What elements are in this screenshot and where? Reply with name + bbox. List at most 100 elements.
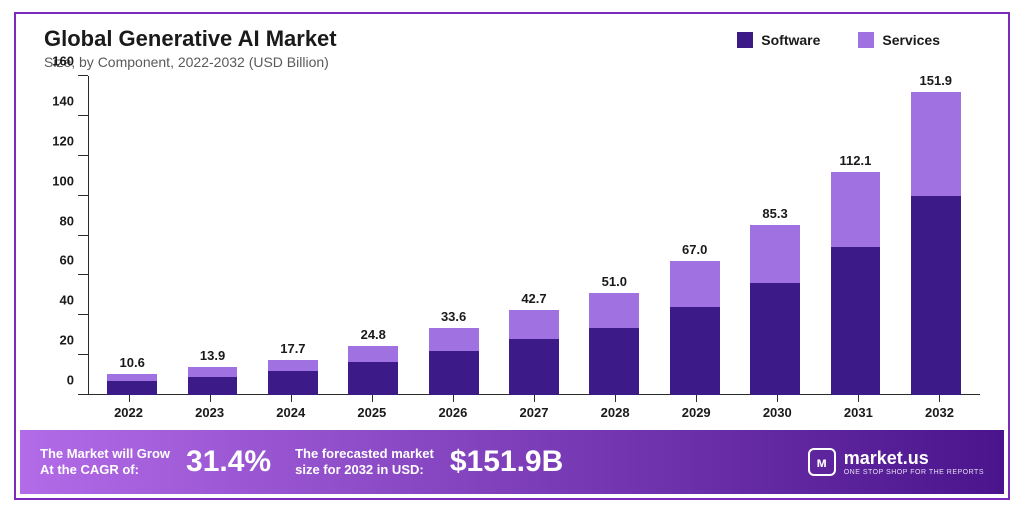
y-tick-label: 100 [52, 173, 88, 188]
bar-total-label: 10.6 [120, 355, 145, 370]
x-tick-label: 2024 [250, 405, 331, 420]
bar-segment-software [268, 371, 318, 395]
y-tick [78, 235, 88, 236]
x-tick [615, 395, 616, 402]
bar-slot: 67.0 [655, 242, 735, 395]
legend: Software Services [737, 32, 940, 48]
y-tick-label: 0 [67, 373, 88, 388]
bar-segment-services [509, 310, 559, 339]
bar-slot: 112.1 [815, 153, 895, 395]
x-tick-label: 2025 [331, 405, 412, 420]
bar-slot: 151.9 [896, 73, 976, 395]
x-tick-label: 2023 [169, 405, 250, 420]
x-tick [534, 395, 535, 402]
y-tick [78, 394, 88, 395]
x-tick-label: 2026 [412, 405, 493, 420]
forecast-value: $151.9B [444, 445, 577, 479]
y-tick [78, 274, 88, 275]
y-tick-label: 140 [52, 93, 88, 108]
chart-zone: 10.6 13.9 17.7 24.8 33.6 42.751.0 67.0 85.3 112.… [16, 70, 1008, 399]
bar-slot: 13.9 [172, 348, 252, 395]
brand-tagline: ONE STOP SHOP FOR THE REPORTS [844, 469, 984, 476]
x-tick-label: 2022 [88, 405, 169, 420]
bar-slot: 10.6 [92, 355, 172, 395]
bar-segment-services [670, 261, 720, 307]
x-tick-label: 2027 [493, 405, 574, 420]
cagr-label: The Market will GrowAt the CAGR of: [40, 446, 170, 479]
bar-segment-software [429, 351, 479, 395]
bar-slot: 85.3 [735, 206, 815, 395]
y-tick [78, 115, 88, 116]
bar-stack [268, 360, 318, 395]
y-tick [78, 195, 88, 196]
chart-subtitle: Size, by Component, 2022-2032 (USD Billi… [44, 54, 737, 70]
y-tick [78, 75, 88, 76]
bar-total-label: 17.7 [280, 341, 305, 356]
brand: ᴍ market.us ONE STOP SHOP FOR THE REPORT… [808, 448, 984, 476]
bar-slot: 24.8 [333, 327, 413, 395]
legend-label-services: Services [882, 32, 940, 48]
swatch-services [858, 32, 874, 48]
y-tick [78, 155, 88, 156]
brand-name: market.us [844, 448, 984, 469]
cagr-value: 31.4% [180, 445, 285, 479]
x-tick [696, 395, 697, 402]
bar-total-label: 151.9 [920, 73, 953, 88]
bar-stack [188, 367, 238, 395]
brand-logo-icon: ᴍ [808, 448, 836, 476]
bar-segment-software [509, 339, 559, 395]
legend-item-software: Software [737, 32, 820, 48]
bar-stack [831, 172, 881, 395]
bar-stack [107, 374, 157, 395]
bar-segment-software [188, 377, 238, 395]
bar-segment-software [589, 328, 639, 395]
brand-text: market.us ONE STOP SHOP FOR THE REPORTS [844, 448, 984, 476]
y-tick-label: 60 [60, 253, 88, 268]
x-tick [291, 395, 292, 402]
bar-segment-software [911, 196, 961, 395]
y-tick-label: 120 [52, 133, 88, 148]
bar-segment-services [750, 225, 800, 283]
bar-segment-services [831, 172, 881, 248]
x-tick-label: 2028 [575, 405, 656, 420]
bar-segment-services [911, 92, 961, 195]
plot-area: 10.6 13.9 17.7 24.8 33.6 42.751.0 67.0 85.3 112.… [88, 76, 980, 395]
bar-total-label: 112.1 [840, 153, 872, 168]
bar-segment-software [750, 283, 800, 395]
legend-label-software: Software [761, 32, 820, 48]
bar-total-label: 13.9 [200, 348, 225, 363]
bar-total-label: 24.8 [361, 327, 386, 342]
bar-stack [750, 225, 800, 395]
x-tick-label: 2030 [737, 405, 818, 420]
footer-banner: The Market will GrowAt the CAGR of: 31.4… [20, 430, 1004, 494]
x-tick [939, 395, 940, 402]
bar-stack [670, 261, 720, 395]
y-tick-label: 40 [60, 293, 88, 308]
y-tick [78, 314, 88, 315]
chart-title: Global Generative AI Market [44, 26, 737, 52]
bar-segment-services [188, 367, 238, 376]
y-tick-label: 80 [60, 213, 88, 228]
y-tick-label: 160 [52, 54, 88, 69]
bar-stack [911, 92, 961, 395]
bar-segment-software [831, 247, 881, 395]
bar-total-label: 67.0 [682, 242, 707, 257]
chart-card: Global Generative AI Market Size, by Com… [14, 12, 1010, 500]
title-block: Global Generative AI Market Size, by Com… [44, 26, 737, 70]
bar-segment-services [107, 374, 157, 381]
bar-slot: 51.0 [574, 274, 654, 395]
bar-stack [348, 346, 398, 395]
bar-segment-services [348, 346, 398, 363]
bar-total-label: 33.6 [441, 309, 466, 324]
bar-stack [509, 310, 559, 395]
bar-slot: 42.7 [494, 291, 574, 395]
bar-stack [589, 293, 639, 395]
x-tick [210, 395, 211, 402]
y-tick [78, 354, 88, 355]
x-tick-label: 2029 [656, 405, 737, 420]
bar-slot: 17.7 [253, 341, 333, 395]
bar-total-label: 85.3 [762, 206, 787, 221]
x-tick [372, 395, 373, 402]
bar-segment-software [670, 307, 720, 395]
bars-container: 10.6 13.9 17.7 24.8 33.6 42.751.0 67.0 85.3 112.… [88, 76, 980, 395]
